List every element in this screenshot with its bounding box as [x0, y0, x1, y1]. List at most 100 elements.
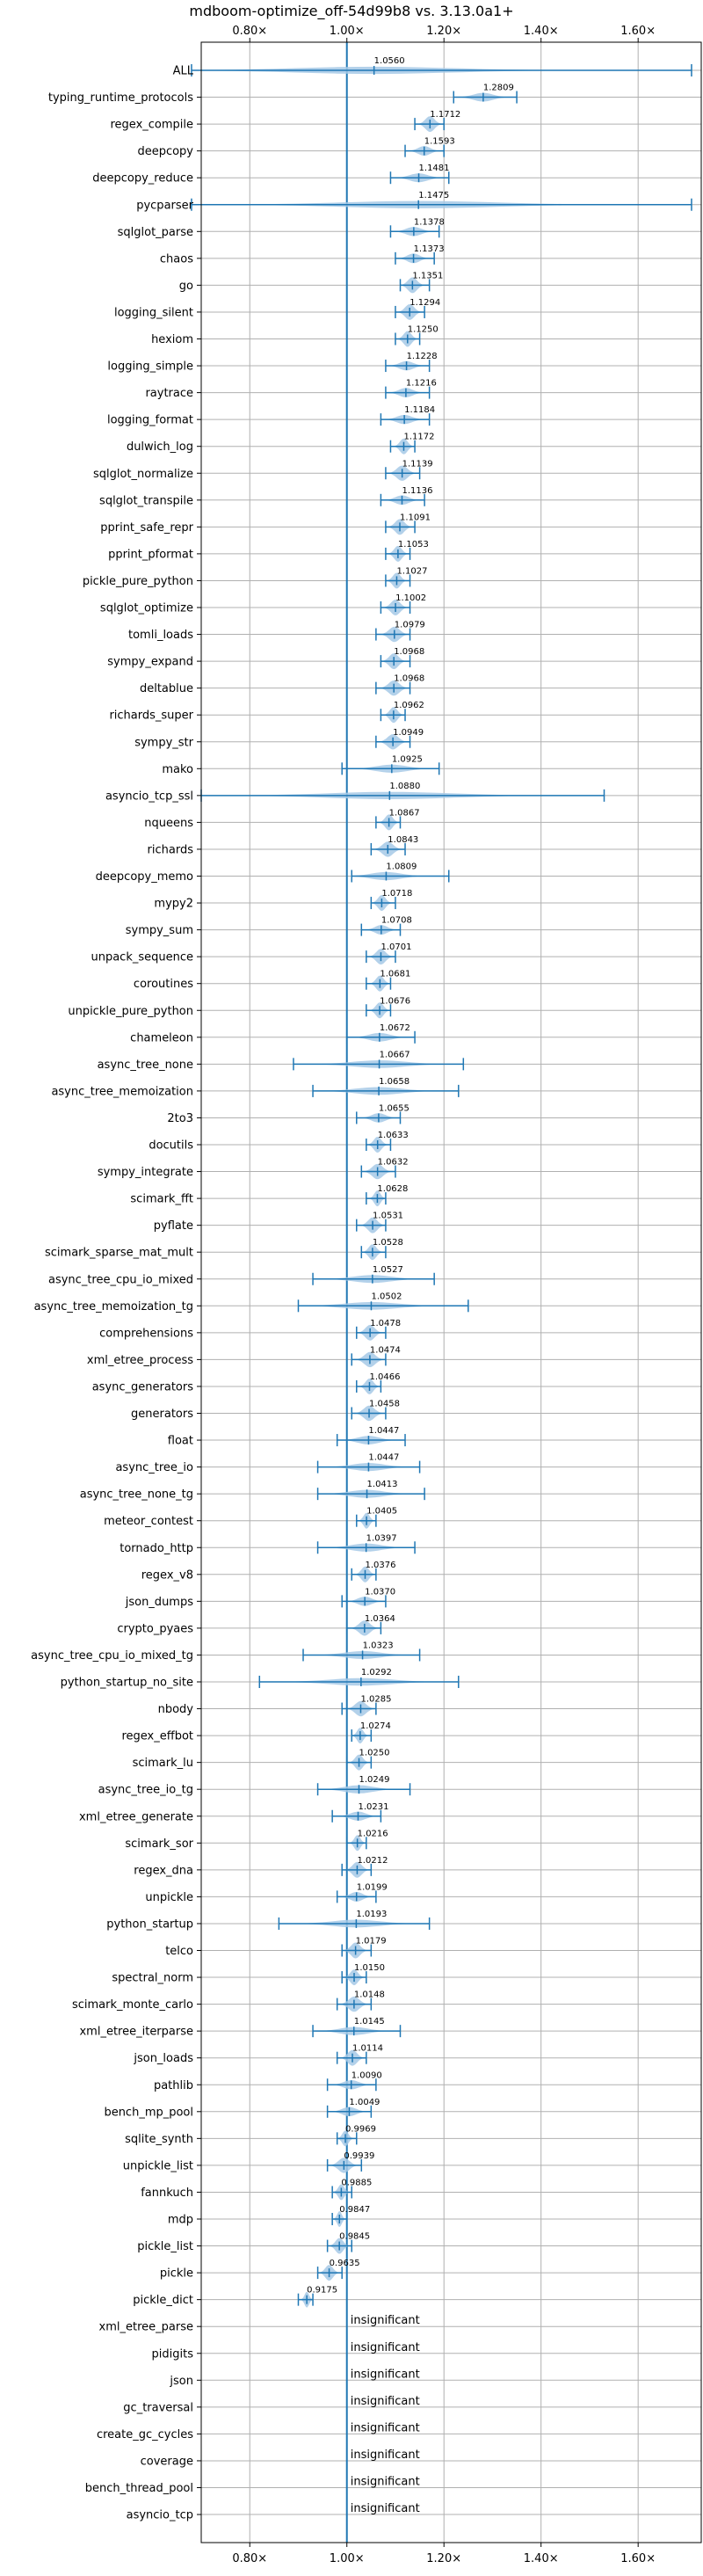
- benchmark-label: telco: [165, 1945, 193, 1958]
- insignificant-label: insignificant: [351, 2314, 420, 2327]
- x-tick-label-top: 1.40×: [524, 25, 559, 38]
- value-label: 1.0809: [386, 862, 417, 872]
- value-label: 1.1351: [412, 271, 443, 280]
- value-label: 1.0867: [389, 808, 420, 818]
- benchmark-label: pathlib: [154, 2079, 193, 2092]
- value-label: 1.0405: [366, 1507, 397, 1517]
- value-label: 1.1373: [414, 244, 445, 254]
- benchmark-label: nbody: [158, 1703, 194, 1716]
- value-label: 1.1184: [404, 405, 435, 415]
- value-label: 1.0458: [369, 1400, 400, 1409]
- value-label: 1.0527: [373, 1265, 403, 1275]
- label-layer: ALL typing_runtime_protocols regex_compile…: [31, 56, 514, 2522]
- insignificant-label: insignificant: [351, 2449, 420, 2462]
- value-label: 1.0179: [356, 1937, 387, 1947]
- benchmark-label: sqlglot_optimize: [100, 602, 193, 615]
- x-tick-label-top: 1.20×: [426, 25, 461, 38]
- benchmark-label: sqlglot_normalize: [93, 468, 193, 481]
- benchmark-label: json_dumps: [125, 1596, 193, 1609]
- benchmark-label: spectral_norm: [112, 1972, 193, 1985]
- benchmark-label: comprehensions: [99, 1327, 193, 1340]
- x-tick-label-bottom: 0.80×: [232, 2552, 267, 2565]
- value-label: 1.0560: [374, 56, 405, 66]
- value-label: 1.0880: [389, 782, 420, 791]
- value-label: 1.0364: [365, 1614, 395, 1624]
- benchmark-label: scimark_sparse_mat_mult: [45, 1247, 193, 1260]
- benchmark-label: scimark_monte_carlo: [72, 1998, 193, 2012]
- value-label: 1.0708: [381, 916, 412, 926]
- benchmark-label: deepcopy_memo: [96, 870, 193, 884]
- benchmark-label: unpickle_pure_python: [68, 1005, 193, 1018]
- benchmark-label: async_tree_none: [98, 1059, 193, 1072]
- value-label: 0.9175: [307, 2286, 337, 2296]
- value-label: 1.0968: [394, 647, 424, 657]
- benchmark-label: richards_super: [109, 709, 193, 723]
- benchmark-label: unpickle: [145, 1891, 193, 1904]
- value-label: 1.0274: [360, 1721, 391, 1731]
- benchmark-label: python_startup: [106, 1917, 193, 1931]
- value-label: 1.0672: [380, 1023, 410, 1033]
- benchmark-label: async_tree_memoization: [51, 1085, 193, 1098]
- benchmark-label: unpickle_list: [123, 2159, 193, 2172]
- benchmark-label: async_tree_io: [115, 1461, 193, 1474]
- value-label: 1.0718: [381, 889, 412, 899]
- value-label: 1.0285: [360, 1695, 391, 1705]
- value-label: 1.1250: [408, 325, 438, 335]
- value-label: 1.0968: [394, 674, 424, 684]
- benchmark-label: crypto_pyaes: [117, 1622, 193, 1635]
- value-label: 1.0114: [352, 2044, 383, 2054]
- value-label: 0.9939: [344, 2151, 374, 2161]
- benchmark-label: mypy2: [154, 898, 193, 911]
- benchmark-label: pycparser: [136, 199, 193, 212]
- benchmark-label: pprint_pformat: [108, 548, 193, 561]
- violin-layer: [191, 42, 692, 2543]
- benchmark-label: bench_thread_pool: [85, 2482, 193, 2495]
- value-label: 1.0150: [354, 1963, 385, 1973]
- value-label: 0.9845: [339, 2232, 370, 2242]
- benchmark-label: hexiom: [151, 333, 193, 346]
- value-label: 1.0212: [357, 1856, 388, 1866]
- x-tick-label-bottom: 1.20×: [426, 2552, 461, 2565]
- benchmark-label: typing_runtime_protocols: [48, 91, 193, 105]
- value-label: 1.0413: [367, 1480, 398, 1489]
- benchmark-label: json: [169, 2375, 193, 2388]
- benchmark-label: asyncio_tcp_ssl: [105, 790, 193, 803]
- benchmark-label: sympy_sum: [126, 924, 193, 937]
- benchmark-label: pickle_dict: [133, 2294, 193, 2307]
- benchmark-label: gc_traversal: [123, 2401, 193, 2414]
- benchmark-label: chameleon: [130, 1031, 193, 1044]
- value-label: 1.0370: [365, 1587, 395, 1597]
- value-label: 1.0502: [371, 1292, 402, 1301]
- value-label: 1.0843: [388, 835, 418, 845]
- x-tick-label-bottom: 1.00×: [330, 2552, 365, 2565]
- benchmark-label: 2to3: [167, 1112, 193, 1125]
- plot-frame: [200, 41, 702, 2543]
- benchmark-label: async_tree_cpu_io_mixed_tg: [31, 1649, 193, 1663]
- x-tick-label-top: 0.80×: [232, 25, 267, 38]
- value-label: 1.0632: [378, 1158, 409, 1168]
- benchmark-label: regex_dna: [134, 1864, 193, 1877]
- benchmark-label: go: [179, 280, 193, 293]
- benchmark-label: ALL: [173, 65, 194, 78]
- benchmark-label: deepcopy: [137, 145, 193, 158]
- x-tick-label-bottom: 1.40×: [524, 2552, 559, 2565]
- value-label: 1.0528: [373, 1238, 403, 1248]
- value-label: 1.0701: [380, 942, 411, 952]
- value-label: 1.1712: [430, 110, 460, 120]
- value-label: 1.1378: [414, 217, 445, 227]
- benchmark-label: pyflate: [154, 1219, 193, 1233]
- value-label: 1.1053: [398, 540, 429, 549]
- value-label: 1.0145: [354, 2017, 385, 2027]
- benchmark-label: float: [168, 1435, 193, 1448]
- insignificant-label: insignificant: [351, 2476, 420, 2489]
- benchmark-label: async_tree_io_tg: [98, 1784, 193, 1797]
- benchmark-label: pidigits: [152, 2347, 194, 2361]
- benchmark-label: async_generators: [92, 1380, 194, 1394]
- value-label: 1.1481: [419, 164, 450, 173]
- value-label: 1.2809: [483, 84, 514, 93]
- benchmark-label: regex_effbot: [121, 1730, 193, 1743]
- benchmark-label: sympy_integrate: [98, 1166, 193, 1179]
- benchmark-label: unpack_sequence: [91, 951, 193, 964]
- value-label: 1.1091: [400, 513, 431, 522]
- benchmark-label: sympy_str: [134, 736, 193, 749]
